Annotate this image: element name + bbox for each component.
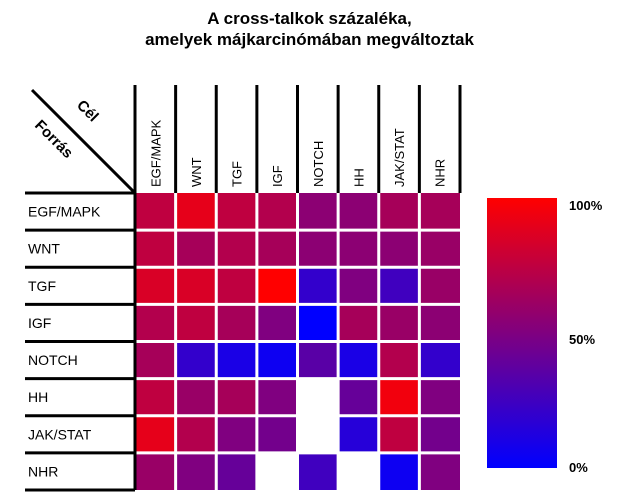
heatmap-cell [297, 230, 339, 268]
heatmap-cell [175, 341, 217, 379]
heatmap-cell [135, 452, 176, 490]
column-label: IGF [270, 165, 285, 187]
chart-title-line-1: A cross-talkok százaléka, [207, 9, 412, 28]
heatmap-cell [419, 304, 460, 342]
row-label: NHR [28, 463, 58, 479]
heatmap-cell [419, 193, 460, 231]
heatmap-cell [175, 415, 217, 453]
heatmap-cell [216, 193, 257, 231]
column-label: NOTCH [311, 141, 326, 187]
heatmap-cell [135, 193, 176, 231]
heatmap-cell [378, 415, 420, 453]
heatmap-cell [378, 193, 420, 231]
row-label: WNT [28, 241, 60, 257]
heatmap-cell [419, 452, 460, 490]
heatmap-cell [175, 452, 217, 490]
colorbar [487, 198, 557, 468]
heatmap-cell [419, 267, 460, 305]
colorbar-tick-label: 50% [569, 332, 595, 347]
colorbar-tick-label: 100% [569, 198, 603, 213]
heatmap-cell [175, 378, 217, 416]
row-label: TGF [28, 278, 56, 294]
heatmap-cell [256, 341, 298, 379]
row-label: NOTCH [28, 352, 78, 368]
heatmap-cell [135, 378, 176, 416]
column-label: JAK/STAT [392, 128, 407, 187]
corner-diagonal [30, 88, 137, 195]
heatmap-cell [338, 230, 379, 268]
heatmap-cell [175, 230, 217, 268]
heatmap-cell [378, 341, 420, 379]
heatmap-cell [135, 230, 176, 268]
heatmap-cell [175, 304, 217, 342]
column-label: HH [351, 168, 366, 187]
heatmap-cell [256, 193, 298, 231]
heatmap-cell [297, 378, 339, 416]
heatmap-cell [256, 267, 298, 305]
row-label: EGF/MAPK [28, 204, 101, 220]
heatmap-cell [419, 378, 460, 416]
heatmap-cell [419, 415, 460, 453]
heatmap-cell [256, 452, 298, 490]
heatmap-cell [216, 230, 257, 268]
heatmap-cell [378, 304, 420, 342]
heatmap-cell [216, 341, 257, 379]
heatmap-cell [378, 452, 420, 490]
heatmap-cell [135, 304, 176, 342]
column-label: NHR [433, 159, 448, 187]
corner-label-target: Cél [73, 97, 102, 126]
heatmap-cell [135, 415, 176, 453]
chart-title: A cross-talkok százaléka, amelyek májkar… [0, 8, 619, 50]
heatmap-cell [338, 267, 379, 305]
heatmap-cell [256, 304, 298, 342]
heatmap-cell [338, 452, 379, 490]
corner-label-source: Forrás [31, 117, 76, 162]
heatmap-cell [378, 230, 420, 268]
row-label: JAK/STAT [28, 426, 92, 442]
heatmap-cell [297, 452, 339, 490]
heatmap-cell [175, 193, 217, 231]
heatmap-cell [216, 267, 257, 305]
heatmap-cell [175, 267, 217, 305]
heatmap-cell [338, 378, 379, 416]
heatmap-cell [135, 341, 176, 379]
heatmap-cell [256, 415, 298, 453]
heatmap-cell [419, 341, 460, 379]
heatmap-cell [216, 452, 257, 490]
heatmap-cell [297, 415, 339, 453]
heatmap-cell [216, 415, 257, 453]
chart-title-line-2: amelyek májkarcinómában megváltoztak [145, 30, 474, 49]
heatmap-cell [378, 267, 420, 305]
heatmap-cell [338, 304, 379, 342]
colorbar-tick-label: 0% [569, 460, 588, 475]
heatmap-cell [256, 378, 298, 416]
heatmap-cell [297, 304, 339, 342]
heatmap-cell [378, 378, 420, 416]
row-label: HH [28, 389, 48, 405]
column-label: WNT [189, 157, 204, 187]
heatmap-cell [216, 378, 257, 416]
heatmap-cell [216, 304, 257, 342]
column-label: EGF/MAPK [148, 119, 163, 187]
heatmap-cell [338, 193, 379, 231]
heatmap-cell [297, 193, 339, 231]
column-label: TGF [230, 161, 245, 187]
heatmap-cell [297, 341, 339, 379]
row-label: IGF [28, 315, 51, 331]
heatmap-cell [338, 415, 379, 453]
heatmap-cell [338, 341, 379, 379]
heatmap-cell [419, 230, 460, 268]
heatmap-cell [297, 267, 339, 305]
heatmap-cell [135, 267, 176, 305]
heatmap-cell [256, 230, 298, 268]
